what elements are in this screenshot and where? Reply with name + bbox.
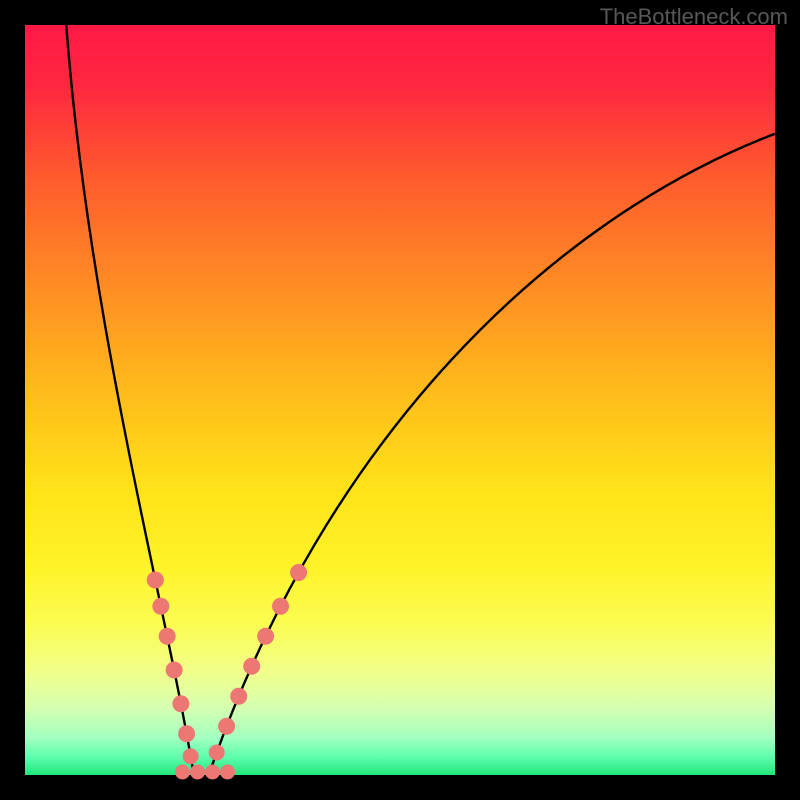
curve-marker: [178, 725, 195, 742]
bottleneck-chart-svg: [0, 0, 800, 800]
curve-marker: [272, 598, 289, 615]
curve-marker: [190, 765, 205, 780]
curve-marker: [220, 765, 235, 780]
chart-root: TheBottleneck.com: [0, 0, 800, 800]
curve-marker: [152, 598, 169, 615]
curve-marker: [290, 564, 307, 581]
curve-marker: [230, 688, 247, 705]
curve-marker: [243, 658, 260, 675]
curve-marker: [175, 765, 190, 780]
curve-marker: [166, 662, 183, 679]
curve-marker: [257, 628, 274, 645]
curve-marker: [209, 745, 225, 761]
curve-marker: [218, 718, 235, 735]
curve-marker: [159, 628, 176, 645]
curve-marker: [147, 572, 164, 589]
watermark-label: TheBottleneck.com: [600, 4, 788, 30]
curve-marker: [205, 765, 220, 780]
curve-marker: [183, 748, 199, 764]
curve-marker: [172, 695, 189, 712]
gradient-plot-area: [25, 25, 775, 775]
